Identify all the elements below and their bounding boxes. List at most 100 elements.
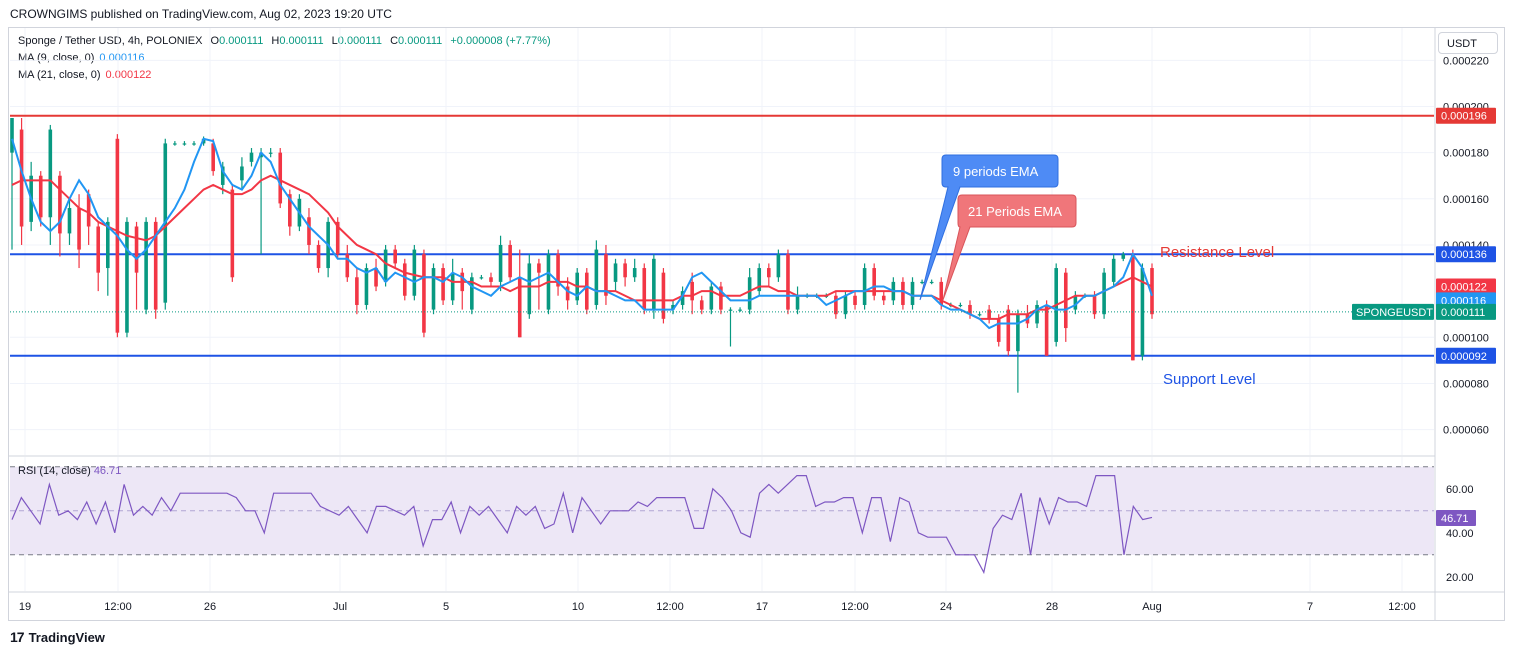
rsi-tick-label: 40.00 <box>1446 528 1474 540</box>
candle-body <box>393 249 397 264</box>
candle-body <box>1044 304 1049 356</box>
rsi-value-tag-bg <box>1436 510 1476 527</box>
candle-body <box>412 249 417 296</box>
candle <box>958 302 963 308</box>
candle-body <box>565 286 570 301</box>
candle <box>1140 263 1145 361</box>
candle-body <box>834 295 838 315</box>
candle <box>1131 249 1135 361</box>
candle-body <box>249 152 254 162</box>
time-tick-label: 12:00 <box>656 601 684 613</box>
candle-body <box>134 226 139 273</box>
time-tick-label: 7 <box>1307 601 1313 613</box>
candle <box>393 244 397 269</box>
candle-body <box>795 295 800 310</box>
open-value: O0.000111 <box>210 35 264 47</box>
ma9-label: MA (9, close, 0) <box>18 52 95 64</box>
candle-body <box>335 221 340 255</box>
candle <box>910 277 915 310</box>
candle <box>1150 263 1154 319</box>
candle-body <box>1111 258 1116 282</box>
candle <box>96 221 101 292</box>
price-tick-label: 0.000160 <box>1443 194 1489 206</box>
candle-body <box>67 208 72 234</box>
price-tag-label: 0.000136 <box>1441 249 1487 261</box>
candle <box>719 281 723 315</box>
candle <box>230 184 235 282</box>
candle-body <box>77 208 81 250</box>
candle-body <box>431 268 436 310</box>
candle <box>479 274 484 280</box>
candle <box>1006 304 1011 356</box>
candle-body <box>872 268 876 296</box>
candle-body <box>680 291 685 305</box>
rsi-tick-label: 60.00 <box>1446 484 1474 496</box>
price-tag-bg <box>1436 278 1496 295</box>
rsi-line <box>11 475 1153 575</box>
candle-body <box>211 143 215 172</box>
time-tick-label: 10 <box>572 601 584 613</box>
candle-body <box>1035 304 1039 324</box>
candle <box>872 263 876 301</box>
candle <box>594 240 599 310</box>
candle-body <box>173 143 177 145</box>
candle-body <box>479 277 484 279</box>
candle-body <box>613 263 618 282</box>
candle-body <box>757 268 762 292</box>
candle <box>460 268 465 310</box>
candle <box>642 263 647 315</box>
candle-body <box>843 295 848 315</box>
candle-body <box>182 143 187 145</box>
candle <box>901 277 905 310</box>
candle-body <box>144 221 148 310</box>
time-tick-label: 28 <box>1046 601 1058 613</box>
candle <box>834 291 838 319</box>
candle <box>728 307 733 347</box>
price-tick-label: 0.000100 <box>1443 332 1489 344</box>
candle-body <box>288 194 292 227</box>
candle-body <box>1073 295 1078 310</box>
price-tick-label: 0.000220 <box>1443 55 1489 67</box>
price-tick-label: 0.000180 <box>1443 148 1489 160</box>
candle <box>508 240 512 282</box>
candle-body <box>10 118 14 153</box>
footer-brand[interactable]: 17 TradingView <box>10 629 105 645</box>
candle-body <box>996 318 1001 342</box>
price-tag-bg <box>1436 303 1496 320</box>
candle <box>307 208 311 255</box>
ma9-line <box>11 137 1153 330</box>
candle <box>268 148 273 158</box>
change-value: +0.000008 (+7.77%) <box>450 35 551 47</box>
candle <box>517 249 522 338</box>
chart-frame <box>8 27 1505 621</box>
candle-body <box>1131 254 1135 361</box>
candle <box>402 258 407 301</box>
tradingview-logo-icon: 17 <box>10 629 25 645</box>
candle-body <box>470 277 474 310</box>
currency-button[interactable]: USDT <box>1438 32 1498 54</box>
candle-body <box>728 309 733 311</box>
candle-body <box>901 281 905 305</box>
candle <box>316 240 321 273</box>
candle-body <box>1006 309 1011 352</box>
price-tags: 0.0001960.0001360.0000920.0001220.000116… <box>1352 107 1496 364</box>
candle-body <box>105 221 110 269</box>
candle-body <box>623 263 627 278</box>
candle-body <box>1016 314 1020 352</box>
candle-body <box>709 286 714 310</box>
candle <box>441 263 445 305</box>
price-tag-label: 0.000092 <box>1441 351 1487 363</box>
candle <box>412 244 417 301</box>
ema9-callout: 9 periods EMA <box>919 154 1059 301</box>
candle <box>422 249 426 338</box>
candle-body <box>153 221 158 310</box>
candle-body <box>642 268 647 310</box>
candle <box>604 244 608 305</box>
symbol-name: Sponge / Tether USD, 4h, POLONIEX <box>18 35 203 47</box>
candle <box>144 217 148 315</box>
symbol-tag-label: SPONGEUSDT <box>1356 307 1433 319</box>
candle-body <box>977 314 982 316</box>
candle <box>192 141 196 146</box>
rsi-axis: 60.00 40.00 20.00 46.71 <box>1436 484 1476 584</box>
